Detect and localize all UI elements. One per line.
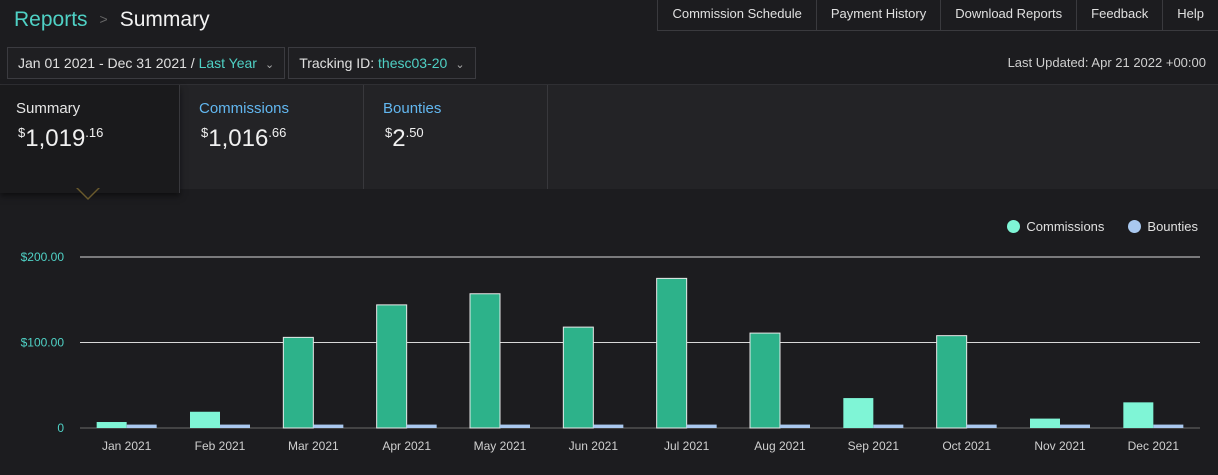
last-updated: Last Updated: Apr 21 2022 +00:00: [1007, 55, 1206, 70]
commissions-bar: [1123, 402, 1154, 428]
tab-commissions[interactable]: Commissions $1,016.66: [183, 85, 364, 189]
commissions-bar: [1030, 418, 1060, 428]
commissions-bar: [656, 277, 688, 429]
tracking-label: Tracking ID:: [299, 55, 379, 71]
y-tick-label: $200.00: [21, 250, 65, 264]
currency-symbol: $: [385, 125, 393, 140]
bounties-amount: $2.50: [385, 125, 424, 153]
y-tick-label: 0: [57, 421, 64, 435]
bounties-bar: [1153, 424, 1184, 428]
date-range-dropdown[interactable]: Jan 01 2021 - Dec 31 2021 / Last Year ⌄: [7, 47, 286, 79]
bounties-bar: [313, 424, 344, 428]
breadcrumb-reports-link[interactable]: Reports: [14, 8, 88, 31]
tab-summary[interactable]: Summary $1,019.16: [0, 85, 180, 193]
commissions-bar: [749, 332, 781, 429]
chart-legend: Commissions Bounties: [1007, 219, 1198, 234]
commissions-bar: [96, 422, 127, 428]
x-tick-label: Jul 2021: [664, 439, 710, 453]
filter-bar: Jan 01 2021 - Dec 31 2021 / Last Year ⌄ T…: [7, 47, 476, 79]
x-tick-label: Apr 2021: [382, 439, 431, 453]
tracking-value: thesc03-20: [378, 55, 448, 71]
bounties-bar: [500, 424, 530, 428]
summary-amount: $1,019.16: [18, 125, 103, 153]
active-tab-pointer-fill: [78, 188, 98, 198]
commissions-bar: [936, 335, 968, 429]
top-bar: Reports > Summary Commission Schedule Paym…: [0, 0, 1218, 44]
x-tick-label: Feb 2021: [195, 439, 246, 453]
chevron-down-icon: ⌄: [455, 59, 465, 71]
commission-schedule-link[interactable]: Commission Schedule: [658, 0, 817, 30]
currency-symbol: $: [201, 125, 209, 140]
commissions-bar: [562, 326, 594, 429]
commissions-bar: [469, 293, 501, 429]
x-tick-label: Dec 2021: [1128, 439, 1180, 453]
x-tick-label: Oct 2021: [942, 439, 991, 453]
x-tick-label: Jun 2021: [569, 439, 619, 453]
summary-tiles: Summary $1,019.16 Commissions $1,016.66 …: [0, 84, 1218, 193]
tab-summary-label: Summary: [16, 100, 81, 117]
x-tick-label: Sep 2021: [848, 439, 900, 453]
y-tick-label: $100.00: [21, 336, 65, 350]
payment-history-link[interactable]: Payment History: [817, 0, 942, 30]
chevron-down-icon: ⌄: [264, 59, 275, 71]
x-tick-label: Nov 2021: [1034, 439, 1086, 453]
breadcrumb: Reports > Summary: [14, 8, 210, 32]
date-range-text: Jan 01 2021 - Dec 31 2021 /: [18, 55, 199, 71]
top-links: Commission Schedule Payment History Down…: [657, 0, 1218, 31]
bounties-bar: [406, 424, 437, 428]
legend-item-commissions[interactable]: Commissions: [1007, 219, 1104, 234]
tab-bounties-label: Bounties: [383, 100, 442, 117]
bounties-bar: [780, 424, 810, 428]
bounties-bar: [126, 424, 157, 428]
bounties-bar: [1060, 424, 1090, 428]
commissions-bar: [282, 336, 314, 429]
bounties-bar: [686, 424, 717, 428]
x-tick-label: Jan 2021: [102, 439, 152, 453]
legend-label: Bounties: [1147, 219, 1198, 234]
page-title: Summary: [119, 8, 210, 31]
bar-chart: 0 $100.00 $200.00 Jan 2021 Feb 2021 Mar 2021 A…: [21, 250, 1200, 453]
date-preset-text: Last Year: [198, 55, 257, 71]
bounties-bar: [873, 424, 904, 428]
legend-label: Commissions: [1026, 219, 1105, 234]
tab-bounties[interactable]: Bounties $2.50: [367, 85, 548, 189]
commissions-bar: [376, 304, 408, 429]
amount-cents: .16: [85, 125, 104, 140]
help-link[interactable]: Help: [1177, 6, 1204, 21]
breadcrumb-separator-icon: >: [99, 11, 108, 27]
amount-cents: .66: [268, 125, 287, 140]
tab-commissions-label: Commissions: [199, 100, 290, 117]
amount-whole: 1,019: [25, 125, 86, 152]
commissions-bar: [190, 411, 220, 428]
amount-whole: 1,016: [208, 125, 269, 152]
download-reports-link[interactable]: Download Reports: [941, 0, 1078, 30]
commissions-bar: [843, 398, 874, 428]
x-tick-label: May 2021: [474, 439, 527, 453]
amount-cents: .50: [405, 125, 424, 140]
commissions-amount: $1,016.66: [201, 125, 286, 153]
feedback-link[interactable]: Feedback: [1077, 0, 1164, 30]
bounties-dot-icon: [1128, 220, 1142, 233]
commissions-dot-icon: [1007, 220, 1021, 233]
x-tick-label: Mar 2021: [288, 439, 339, 453]
bounties-bar: [220, 424, 250, 428]
x-tick-label: Aug 2021: [754, 439, 806, 453]
tracking-id-dropdown[interactable]: Tracking ID: thesc03-20 ⌄: [288, 47, 476, 79]
amount-whole: 2: [392, 125, 406, 152]
bounties-bar: [966, 424, 997, 428]
currency-symbol: $: [18, 125, 26, 140]
legend-item-bounties[interactable]: Bounties: [1128, 219, 1198, 234]
bounties-bar: [593, 424, 624, 428]
